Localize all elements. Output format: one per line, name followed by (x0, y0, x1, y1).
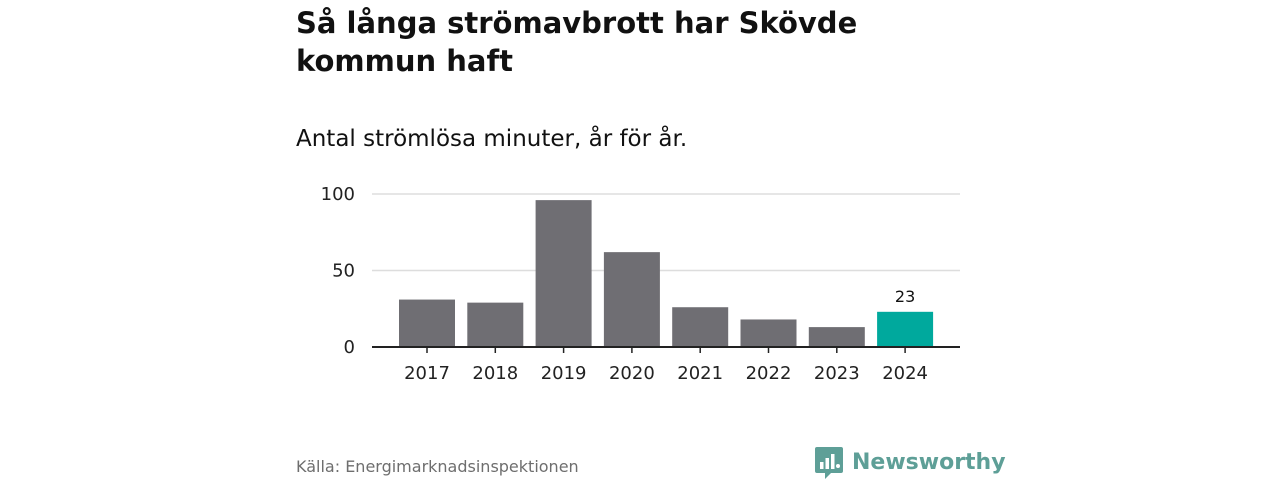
chart-title: Så långa strömavbrott har Skövde kommun … (296, 6, 858, 78)
newsworthy-logo: Newsworthy (814, 446, 1006, 480)
x-tick-label: 2021 (677, 363, 723, 384)
bar-2022 (740, 319, 797, 347)
bar-2023 (808, 327, 865, 347)
data-label: 23 (895, 287, 915, 306)
source-note: Källa: Energimarknadsinspektionen (296, 457, 579, 476)
bars (399, 200, 934, 347)
x-axis-ticks: 2017 2018 2019 2020 2021 2022 2023 2024 (404, 347, 928, 384)
bar-chart-speech-bubble-icon (815, 447, 843, 479)
x-tick-label: 2017 (404, 363, 450, 384)
x-tick-label: 2020 (609, 363, 655, 384)
x-tick-label: 2018 (472, 363, 518, 384)
bar-2017 (399, 299, 455, 347)
y-tick-label: 100 (321, 184, 355, 205)
bar-2024 (877, 311, 934, 347)
bar-2018 (467, 302, 524, 347)
x-tick-label: 2024 (882, 363, 928, 384)
gridlines (372, 193, 960, 272)
bar-2019 (535, 200, 592, 347)
y-tick-label: 0 (344, 337, 355, 358)
y-tick-label: 50 (332, 261, 355, 282)
x-tick-label: 2019 (541, 363, 587, 384)
bar-2020 (603, 252, 660, 347)
bar-2021 (672, 307, 729, 347)
x-tick-label: 2022 (746, 363, 792, 384)
chart-subtitle: Antal strömlösa minuter, år för år. (296, 126, 688, 152)
brand-name: Newsworthy (852, 450, 1006, 475)
data-labels: 23 (895, 287, 915, 306)
y-axis-ticks: 0 50 100 (321, 184, 355, 358)
x-tick-label: 2023 (814, 363, 860, 384)
